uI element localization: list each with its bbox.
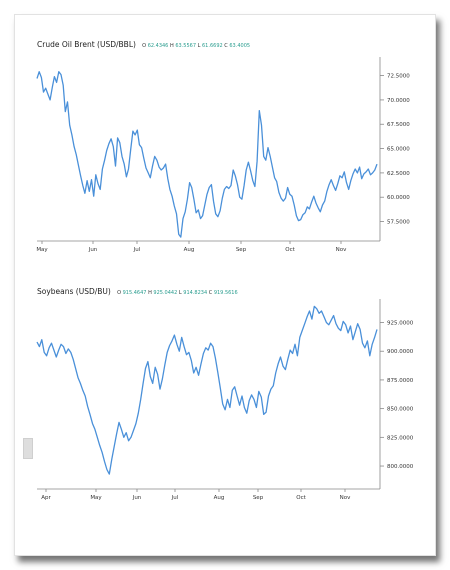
y-tick-label: 825.0000 bbox=[387, 435, 414, 441]
ohlc-high-value: 925.0442 bbox=[153, 290, 178, 296]
chart-title: Soybeans (USD/BU) O 915.4647 H 925.0442 … bbox=[37, 287, 238, 296]
ohlc-open-value: 62.4346 bbox=[147, 43, 169, 49]
ohlc-low-value: 914.8234 bbox=[183, 290, 208, 296]
crude-oil-chart: Crude Oil Brent (USD/BBL) O 62.4346 H 63… bbox=[15, 15, 435, 275]
soybeans-plot[interactable]: 925.0000 900.0000 875.0000 850.0000 825.0000… bbox=[15, 277, 435, 517]
crude-oil-plot[interactable]: 72.5000 70.0000 67.5000 65.0000 62.5000 60.00… bbox=[15, 15, 435, 275]
ohlc-high-label: H bbox=[148, 290, 152, 296]
ohlc-low-value: 61.6692 bbox=[202, 43, 223, 49]
y-tick-label: 70.0000 bbox=[387, 98, 410, 104]
ohlc-low-label: L bbox=[197, 43, 201, 49]
x-tick-label: Oct bbox=[285, 247, 295, 253]
ohlc-open-label: O bbox=[117, 290, 122, 296]
x-tick-label: Oct bbox=[296, 495, 306, 501]
x-tick-label: Jun bbox=[88, 247, 98, 253]
chart-title: Crude Oil Brent (USD/BBL) O 62.4346 H 63… bbox=[37, 40, 250, 49]
ohlc-close-value: 919.5616 bbox=[213, 290, 238, 296]
chart-title-text: Soybeans (USD/BU) bbox=[37, 287, 111, 296]
y-tick-label: 57.5000 bbox=[387, 220, 410, 226]
x-tick-label: Jul bbox=[171, 495, 179, 501]
ohlc-close-label: C bbox=[208, 290, 213, 296]
y-tick-label: 60.0000 bbox=[387, 195, 410, 201]
y-tick-label: 67.5000 bbox=[387, 122, 410, 128]
y-tick-label: 72.5000 bbox=[387, 74, 410, 80]
y-tick-label: 65.0000 bbox=[387, 147, 410, 153]
ohlc-high-value: 63.5567 bbox=[175, 43, 197, 49]
x-tick-label: Sep bbox=[253, 495, 264, 501]
ohlc-readout: O 915.4647 H 925.0442 L 914.8234 C 919.5… bbox=[117, 290, 238, 296]
y-tick-label: 900.0000 bbox=[387, 349, 414, 355]
ohlc-open-label: O bbox=[142, 43, 147, 49]
x-tick-label: Aug bbox=[184, 247, 195, 253]
x-tick-label: Jul bbox=[133, 247, 141, 253]
scroll-handle[interactable] bbox=[23, 438, 33, 459]
ohlc-close-label: C bbox=[224, 43, 228, 49]
y-tick-label: 875.0000 bbox=[387, 378, 414, 384]
x-tick-label: Jun bbox=[132, 495, 142, 501]
y-tick-label: 62.5000 bbox=[387, 171, 410, 177]
ohlc-close-value: 63.4005 bbox=[229, 43, 251, 49]
y-tick-label: 850.0000 bbox=[387, 407, 414, 413]
series-line bbox=[36, 305, 378, 475]
ohlc-high-label: H bbox=[169, 43, 174, 49]
ohlc-open-value: 915.4647 bbox=[122, 290, 147, 296]
y-tick-label: 800.0000 bbox=[387, 464, 414, 470]
series-line bbox=[36, 71, 378, 238]
x-tick-label: May bbox=[90, 495, 102, 501]
chart-card: Crude Oil Brent (USD/BBL) O 62.4346 H 63… bbox=[14, 14, 436, 556]
x-tick-label: Aug bbox=[214, 495, 225, 501]
x-tick-label: Nov bbox=[340, 495, 351, 501]
y-tick-label: 925.0000 bbox=[387, 321, 414, 327]
x-tick-label: Apr bbox=[41, 495, 51, 501]
soybeans-chart: Soybeans (USD/BU) O 915.4647 H 925.0442 … bbox=[15, 277, 435, 517]
chart-title-text: Crude Oil Brent (USD/BBL) bbox=[37, 40, 136, 49]
x-tick-label: May bbox=[36, 247, 48, 253]
x-tick-label: Sep bbox=[236, 247, 247, 253]
ohlc-readout: O 62.4346 H 63.5567 L 61.6692 C 63.4005 bbox=[142, 43, 250, 49]
x-tick-label: Nov bbox=[336, 247, 347, 253]
ohlc-low-label: L bbox=[178, 290, 182, 296]
